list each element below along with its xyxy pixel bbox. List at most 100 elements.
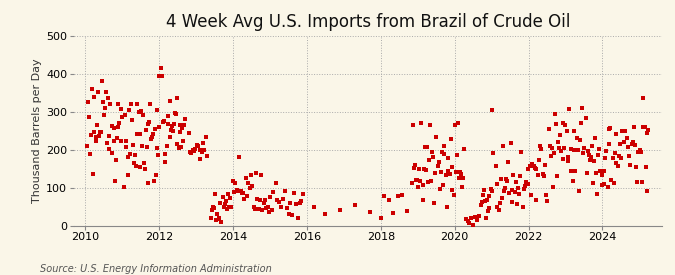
Point <box>541 199 552 203</box>
Point <box>624 163 635 167</box>
Point <box>109 126 119 131</box>
Point <box>456 172 466 176</box>
Point <box>190 147 200 152</box>
Point <box>450 123 460 127</box>
Point <box>195 156 206 161</box>
Point <box>440 173 451 178</box>
Point <box>429 200 439 205</box>
Point <box>199 148 210 152</box>
Point <box>453 121 464 125</box>
Point <box>590 136 601 140</box>
Point <box>642 131 653 135</box>
Point <box>120 112 131 117</box>
Point <box>572 148 583 152</box>
Point <box>401 209 412 213</box>
Point <box>424 158 435 162</box>
Point <box>184 150 195 154</box>
Point <box>641 189 652 194</box>
Point <box>503 160 514 164</box>
Point <box>516 150 526 154</box>
Point <box>221 207 232 211</box>
Point <box>127 118 138 122</box>
Point <box>428 155 439 159</box>
Point <box>410 178 421 182</box>
Point <box>492 205 503 210</box>
Point <box>573 189 584 193</box>
Point <box>101 90 111 94</box>
Point <box>294 201 305 205</box>
Point <box>259 198 270 202</box>
Point <box>154 73 165 78</box>
Point <box>643 128 654 132</box>
Point <box>490 164 501 168</box>
Point <box>546 154 557 158</box>
Point <box>439 144 450 149</box>
Point <box>491 182 502 186</box>
Point <box>530 198 541 203</box>
Point <box>97 79 107 84</box>
Point <box>148 178 159 183</box>
Point <box>456 185 467 189</box>
Point <box>557 156 568 161</box>
Point <box>493 208 504 213</box>
Point <box>507 200 518 204</box>
Point <box>132 102 142 106</box>
Point <box>253 207 264 211</box>
Point <box>579 146 590 150</box>
Point <box>441 204 452 209</box>
Point <box>501 177 512 181</box>
Point <box>611 161 622 165</box>
Point <box>99 113 110 117</box>
Point <box>479 199 490 203</box>
Point <box>209 206 220 211</box>
Point <box>447 188 458 192</box>
Point <box>608 181 619 185</box>
Point <box>511 180 522 184</box>
Point <box>562 159 573 163</box>
Point <box>433 164 443 168</box>
Point <box>470 215 481 219</box>
Point <box>113 125 124 129</box>
Point <box>614 142 625 146</box>
Point <box>422 145 433 149</box>
Point <box>468 223 479 227</box>
Point <box>585 155 596 159</box>
Point <box>446 165 457 169</box>
Point <box>122 155 133 160</box>
Point <box>174 123 185 128</box>
Point <box>261 206 271 210</box>
Point <box>529 164 539 168</box>
Point <box>577 106 588 110</box>
Point <box>483 208 493 213</box>
Point <box>153 125 164 129</box>
Point <box>555 133 566 137</box>
Point <box>159 119 169 124</box>
Point <box>421 167 432 172</box>
Point <box>569 148 580 152</box>
Point <box>587 181 598 185</box>
Point <box>180 117 190 121</box>
Point <box>416 121 427 125</box>
Point <box>256 172 267 177</box>
Point <box>417 198 428 203</box>
Point <box>254 198 265 202</box>
Point <box>414 179 425 183</box>
Point <box>263 209 274 214</box>
Point <box>437 183 448 188</box>
Point <box>223 191 234 196</box>
Point <box>176 145 187 149</box>
Point <box>423 179 433 184</box>
Point <box>475 202 486 207</box>
Point <box>580 116 591 120</box>
Point <box>553 140 564 144</box>
Point <box>521 180 532 184</box>
Point <box>628 125 639 129</box>
Point <box>585 158 595 162</box>
Point <box>138 161 149 165</box>
Point <box>477 200 487 204</box>
Point <box>105 102 115 106</box>
Point <box>518 186 529 191</box>
Point <box>215 201 225 205</box>
Point <box>136 109 146 114</box>
Point <box>142 145 153 149</box>
